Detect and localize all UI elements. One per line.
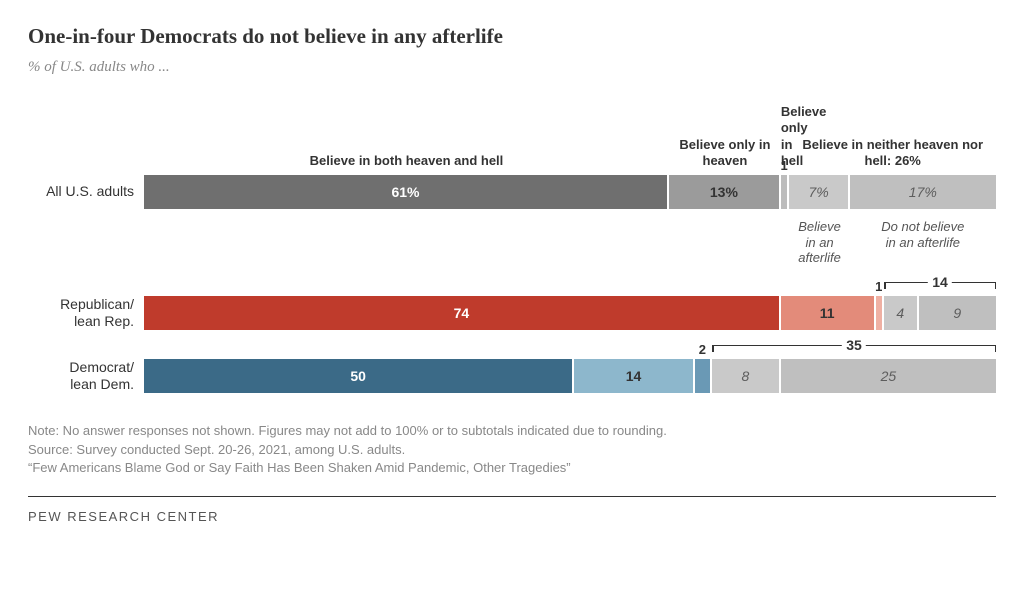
stacked-bar: 741114914: [144, 296, 996, 330]
sublabel-no-afterlife: Do not believein an afterlife: [850, 219, 996, 266]
bar-segment: 8: [712, 359, 781, 393]
stacked-bar: 5014282535: [144, 359, 996, 393]
bracket-label: 35: [842, 337, 866, 353]
chart-title: One-in-four Democrats do not believe in …: [28, 24, 996, 49]
note-line: Note: No answer responses not shown. Fig…: [28, 422, 996, 441]
bar-segment: 7%: [789, 175, 849, 209]
note-line: “Few Americans Blame God or Say Faith Ha…: [28, 459, 996, 478]
segment-value: 1: [875, 279, 882, 294]
sublabel-afterlife: Believein an afterlife: [789, 219, 849, 266]
stacked-bar: 61%13%17%17%: [144, 175, 996, 209]
bracket-label: 14: [928, 274, 952, 290]
chart-row: All U.S. adults61%13%17%17%: [28, 175, 996, 209]
bar-segment: 11: [781, 296, 876, 330]
chart-area: Believe in both heaven and hellBelieve o…: [28, 104, 996, 394]
bar-segment: 1: [781, 175, 790, 209]
chart-subtitle: % of U.S. adults who ...: [28, 59, 996, 76]
neither-sublabels: Believein an afterlifeDo not believein a…: [144, 219, 996, 266]
note-line: Source: Survey conducted Sept. 20-26, 20…: [28, 441, 996, 460]
segment-value: 2: [699, 342, 706, 357]
column-header: Believe in both heaven and hell: [144, 153, 669, 169]
bar-segment: 14: [574, 359, 694, 393]
bar-segment: 1: [876, 296, 885, 330]
bar-segment: 2: [695, 359, 712, 393]
footer-attribution: PEW RESEARCH CENTER: [28, 496, 996, 524]
bar-segment: 17%: [850, 175, 996, 209]
chart-row: Republican/lean Rep.741114914: [28, 296, 996, 331]
row-label: Democrat/lean Dem.: [28, 359, 144, 394]
column-headers: Believe in both heaven and hellBelieve o…: [144, 104, 996, 169]
column-header: Believe only in heaven: [669, 137, 781, 170]
row-label: All U.S. adults: [28, 183, 144, 201]
bar-segment: 50: [144, 359, 574, 393]
bar-segment: 61%: [144, 175, 669, 209]
bar-segment: 74: [144, 296, 781, 330]
segment-value: 1: [781, 158, 788, 173]
row-label: Republican/lean Rep.: [28, 296, 144, 331]
chart-notes: Note: No answer responses not shown. Fig…: [28, 422, 996, 479]
bar-segment: 13%: [669, 175, 781, 209]
chart-row: Democrat/lean Dem.5014282535: [28, 359, 996, 394]
rows-container: All U.S. adults61%13%17%17%Believein an …: [28, 175, 996, 394]
bar-segment: 4: [884, 296, 918, 330]
bar-segment: 25: [781, 359, 996, 393]
bar-segment: 9: [919, 296, 996, 330]
column-header: Believe in neither heaven nor hell: 26%: [789, 137, 996, 170]
